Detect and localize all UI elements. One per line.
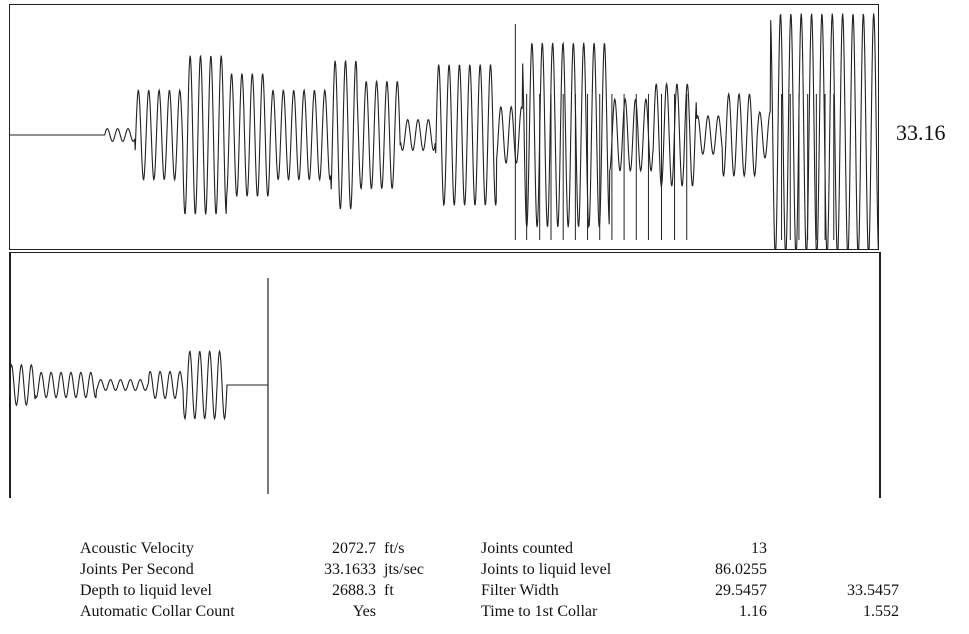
acoustic-record-panel <box>9 4 879 250</box>
report-value-secondary: 1.16 <box>739 603 767 620</box>
report-value: 33.1633 <box>324 561 376 578</box>
liquid-level-signal-trace <box>9 349 268 421</box>
report-unit: ft/s <box>384 540 405 557</box>
report-row: Joints Per Second 33.1633 jts/sec Joints to… <box>80 559 899 580</box>
liquid-level-detail-panel <box>9 252 881 500</box>
report-value-secondary: 86.0255 <box>715 561 767 578</box>
report-label: Acoustic Velocity <box>80 540 194 557</box>
joints-per-second-readout: 33.16 <box>896 120 946 145</box>
report-value: 2072.7 <box>332 540 376 557</box>
report-label-secondary: Time to 1st Collar <box>481 603 598 620</box>
detail-panel-right-edge <box>879 252 881 498</box>
report-label-secondary: Joints counted <box>481 540 573 557</box>
report-value-secondary: 13 <box>751 540 767 557</box>
report-row: Automatic Collar Count Yes Time to 1st Col… <box>80 601 899 622</box>
shot-report-table: Acoustic Velocity 2072.7 ft/s Joints counte… <box>80 538 899 622</box>
report-label-secondary: Joints to liquid level <box>481 561 612 578</box>
report-label: Automatic Collar Count <box>80 603 235 620</box>
report-value-tertiary: 33.5457 <box>847 582 899 599</box>
acoustic-signal-trace <box>9 13 879 250</box>
liquid-level-detail-plot <box>9 278 269 494</box>
report-value: Yes <box>352 603 376 620</box>
report-unit: ft <box>384 582 394 599</box>
report-label: Joints Per Second <box>80 561 194 578</box>
report-value-secondary: 29.5457 <box>715 582 767 599</box>
report-value-tertiary: 1.552 <box>863 603 899 620</box>
report-value-tertiary <box>767 538 899 559</box>
report-unit: jts/sec <box>384 561 424 578</box>
report-label: Depth to liquid level <box>80 582 212 599</box>
report-value: 2688.3 <box>332 582 376 599</box>
report-row: Depth to liquid level 2688.3 ft Filter Widt… <box>80 580 899 601</box>
report-row: Acoustic Velocity 2072.7 ft/s Joints counte… <box>80 538 899 559</box>
report-label-secondary: Filter Width <box>481 582 559 599</box>
report-unit <box>384 601 481 622</box>
acoustic-record-plot <box>9 13 879 250</box>
report-value-tertiary <box>767 559 899 580</box>
